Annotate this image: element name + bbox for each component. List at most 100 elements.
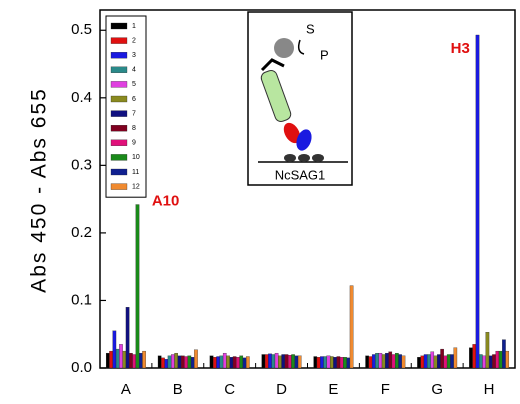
inset-arrow	[297, 39, 305, 55]
bar	[385, 352, 389, 369]
bar	[371, 354, 376, 369]
bar	[423, 354, 428, 369]
bar	[291, 354, 295, 369]
bar	[475, 34, 480, 369]
bar	[167, 355, 172, 369]
bar	[320, 356, 324, 369]
legend-swatch	[110, 37, 128, 44]
bar	[398, 354, 402, 369]
y-axis-label: Abs 450 - Abs 655	[28, 87, 51, 293]
bar	[488, 355, 493, 369]
legend-swatch	[110, 110, 128, 117]
legend-label: 12	[132, 183, 140, 190]
bar	[420, 355, 425, 369]
y-tick-label: 0.1	[71, 291, 92, 308]
legend-swatch	[110, 139, 128, 146]
bar	[174, 352, 178, 369]
bar	[236, 357, 240, 369]
x-tick-label: G	[431, 381, 443, 398]
bar	[226, 355, 230, 369]
bar	[105, 352, 110, 369]
bar	[453, 347, 458, 369]
bar	[316, 357, 321, 369]
bar	[278, 355, 282, 369]
bar	[437, 354, 441, 369]
bar	[329, 356, 334, 369]
bar	[368, 356, 373, 369]
bar	[294, 355, 299, 369]
inset-antibody	[283, 122, 301, 144]
legend-label: 11	[132, 169, 139, 176]
bar	[388, 351, 393, 369]
bar	[109, 350, 113, 369]
annotation: H3	[451, 40, 470, 57]
inset-linker	[260, 58, 285, 72]
bar	[378, 352, 383, 369]
bar	[132, 354, 136, 369]
bar	[430, 351, 435, 369]
legend-swatch	[110, 95, 128, 103]
x-tick-label: E	[328, 381, 338, 398]
legend-label: 5	[132, 81, 136, 88]
bar	[115, 348, 120, 369]
bar	[177, 355, 182, 369]
bar	[242, 357, 247, 369]
bar	[446, 354, 451, 369]
legend-swatch	[110, 66, 128, 73]
bar	[190, 357, 195, 369]
legend-label: 3	[132, 52, 136, 59]
bar	[288, 355, 292, 369]
bar	[232, 356, 237, 369]
bar	[184, 356, 188, 369]
inset-antibody	[296, 129, 312, 151]
bar	[333, 357, 337, 369]
inset-dot	[284, 154, 296, 162]
bar	[187, 355, 192, 369]
bar	[180, 355, 185, 369]
y-tick-label: 0.2	[71, 224, 92, 241]
bar	[323, 356, 327, 369]
inset-enzyme	[274, 38, 294, 58]
bar	[112, 330, 117, 369]
bar	[313, 356, 318, 369]
inset-dot	[298, 154, 310, 162]
bar	[194, 349, 198, 369]
bar	[339, 357, 344, 369]
bar	[443, 355, 448, 369]
bar	[346, 357, 351, 369]
legend-swatch	[110, 154, 128, 161]
legend-swatch	[110, 168, 128, 176]
bar	[492, 354, 496, 369]
legend-label: 6	[132, 96, 136, 103]
inset-diagram: S P NcSAG1	[247, 11, 353, 186]
bar	[219, 355, 224, 369]
bar	[213, 357, 217, 369]
bar	[485, 332, 490, 369]
bar	[209, 355, 214, 369]
legend-label: 4	[132, 67, 136, 74]
bar	[281, 354, 286, 369]
bar	[482, 355, 486, 369]
bar	[119, 344, 123, 369]
bar	[427, 354, 431, 369]
bar	[157, 355, 162, 369]
bar	[171, 354, 175, 369]
legend-swatch	[110, 81, 128, 88]
x-tick-label: B	[173, 381, 183, 398]
bar	[284, 354, 289, 369]
inset-label: P	[320, 47, 329, 62]
bar	[336, 356, 341, 369]
legend-label: 7	[132, 110, 136, 117]
bar	[433, 355, 438, 369]
bar	[349, 285, 354, 369]
bar	[472, 344, 477, 369]
legend-swatch	[110, 22, 128, 30]
legend-swatch	[110, 52, 128, 59]
bar	[264, 354, 269, 369]
y-tick-label: 0.4	[71, 89, 92, 106]
bar	[246, 356, 250, 369]
bar	[505, 350, 510, 369]
bar	[495, 350, 500, 369]
bar	[135, 204, 140, 369]
